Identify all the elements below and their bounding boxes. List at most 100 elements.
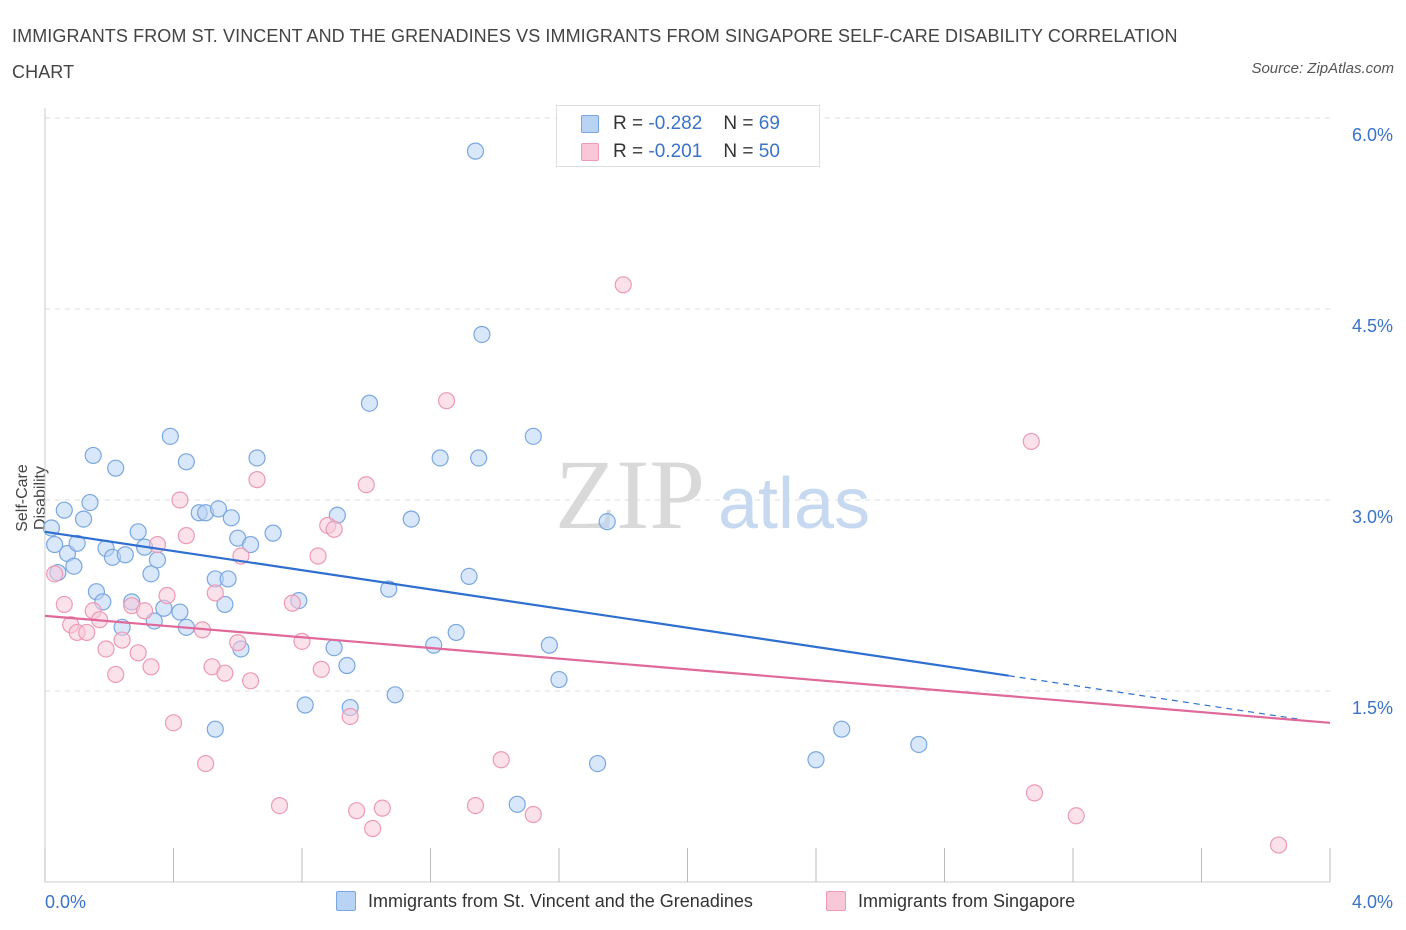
chart-title: IMMIGRANTS FROM ST. VINCENT AND THE GREN…	[12, 26, 1178, 82]
point-stvincent	[222, 509, 240, 527]
point-singapore	[341, 707, 359, 726]
point-stvincent	[588, 754, 607, 773]
point-singapore	[312, 660, 330, 678]
point-stvincent	[177, 453, 195, 471]
point-stvincent	[161, 427, 179, 445]
point-singapore	[164, 714, 183, 732]
point-stvincent	[325, 639, 343, 657]
point-singapore	[1269, 836, 1288, 854]
legend-r-label: R =	[613, 141, 644, 162]
data-points	[42, 142, 1288, 854]
point-stvincent	[425, 636, 443, 654]
point-stvincent	[74, 510, 93, 528]
point-stvincent	[447, 623, 465, 642]
legend-r-label: R =	[613, 113, 644, 134]
trend-line-stvincent	[44, 530, 1009, 677]
point-stvincent	[473, 325, 491, 344]
point-singapore	[466, 796, 485, 815]
legend-swatch-pink	[581, 143, 599, 161]
point-singapore	[46, 565, 64, 583]
point-singapore	[614, 276, 632, 294]
legend-n-label: N =	[723, 141, 754, 162]
x-tick-label-max: 4.0%	[1352, 892, 1393, 912]
series-label-singapore: Immigrants from Singapore	[858, 891, 1076, 911]
point-stvincent	[46, 535, 64, 554]
series-label-stvincent: Immigrants from St. Vincent and the Gren…	[368, 891, 753, 911]
point-stvincent	[386, 686, 404, 704]
point-singapore	[524, 805, 542, 824]
point-stvincent	[470, 449, 488, 467]
point-stvincent	[338, 656, 356, 675]
point-stvincent	[524, 427, 542, 445]
point-stvincent	[807, 751, 825, 769]
point-stvincent	[431, 449, 449, 467]
point-stvincent	[216, 595, 234, 614]
point-singapore	[364, 819, 382, 838]
point-stvincent	[171, 603, 189, 621]
point-singapore	[492, 751, 510, 769]
point-singapore	[309, 547, 327, 565]
point-singapore	[1025, 784, 1044, 802]
point-singapore	[373, 799, 391, 817]
point-singapore	[1022, 432, 1040, 451]
point-stvincent	[460, 567, 478, 586]
point-singapore	[437, 392, 456, 410]
point-singapore	[158, 586, 176, 605]
point-singapore	[229, 634, 247, 652]
point-singapore	[177, 527, 195, 545]
point-stvincent	[68, 534, 86, 552]
point-singapore	[55, 595, 73, 614]
legend-text-singapore: R = -0.201 N = 50	[613, 140, 780, 164]
legend-text-stvincent: R = -0.282 N = 69	[613, 112, 780, 136]
point-stvincent	[248, 449, 266, 467]
point-stvincent	[81, 493, 99, 512]
point-singapore	[197, 754, 215, 773]
legend-n-value: 69	[758, 113, 780, 134]
point-stvincent	[466, 142, 485, 160]
legend-n-label: N =	[723, 113, 754, 134]
point-singapore	[107, 665, 125, 684]
point-stvincent	[508, 795, 526, 813]
point-stvincent	[209, 500, 228, 518]
series-swatch-blue	[336, 891, 356, 911]
y-tick-label: 6.0%	[1352, 125, 1393, 145]
point-stvincent	[598, 513, 616, 531]
point-singapore	[135, 602, 154, 620]
point-singapore	[283, 594, 301, 612]
point-stvincent	[65, 557, 83, 575]
x-tick-label-min: 0.0%	[45, 892, 86, 912]
point-stvincent	[380, 580, 398, 598]
y-tick-label: 1.5%	[1352, 698, 1393, 718]
source-label: Source: ZipAtlas.com	[1251, 60, 1394, 77]
point-stvincent	[206, 720, 224, 738]
point-stvincent	[129, 523, 147, 541]
point-singapore	[142, 658, 160, 676]
point-singapore	[248, 471, 266, 489]
watermark: ZIP atlas	[555, 439, 870, 550]
point-stvincent	[116, 546, 134, 564]
point-singapore	[1067, 807, 1085, 825]
point-singapore	[216, 664, 234, 682]
watermark-atlas: atlas	[718, 464, 870, 544]
legend-swatch-blue	[581, 115, 599, 133]
point-singapore	[171, 491, 189, 509]
point-stvincent	[219, 570, 237, 588]
point-singapore	[357, 476, 375, 494]
tick-labels: 1.5% 3.0% 4.5% 6.0% 0.0% 4.0%	[45, 125, 1393, 912]
point-singapore	[348, 802, 366, 820]
point-stvincent	[910, 735, 928, 754]
point-singapore	[325, 520, 343, 538]
point-singapore	[113, 631, 131, 649]
point-stvincent	[107, 459, 125, 477]
point-singapore	[129, 644, 147, 662]
legend-r-value: -0.201	[648, 141, 703, 162]
trend-line-singapore	[44, 614, 1331, 724]
point-stvincent	[833, 720, 851, 738]
point-stvincent	[360, 394, 379, 412]
point-stvincent	[540, 636, 558, 654]
trend-line-stvincent-extension	[1008, 675, 1298, 720]
y-tick-label: 4.5%	[1352, 316, 1393, 336]
point-stvincent	[242, 535, 260, 554]
axes	[44, 108, 1331, 883]
